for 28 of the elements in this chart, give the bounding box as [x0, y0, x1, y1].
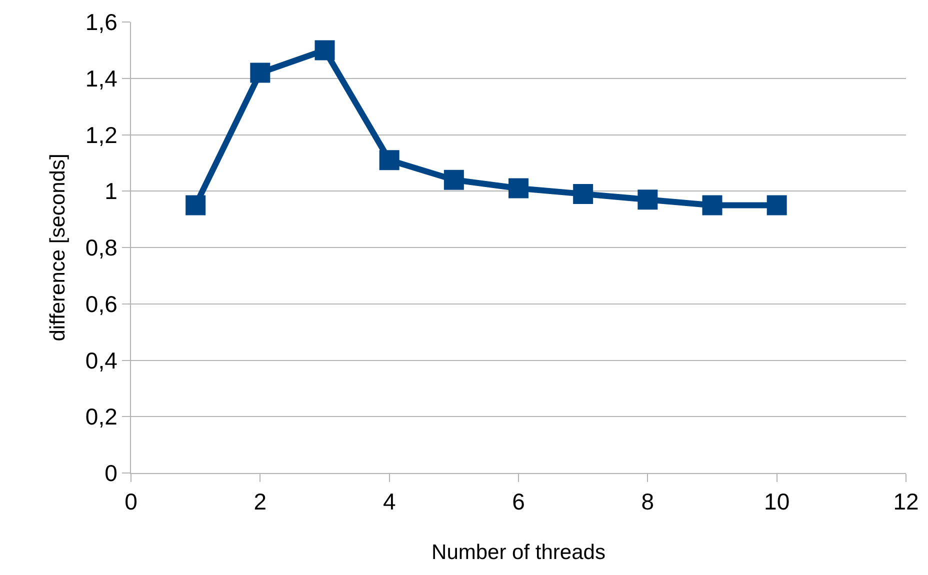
y-tick-label: 1,2 — [85, 122, 118, 148]
y-tick-label: 0 — [104, 460, 118, 486]
point — [638, 190, 658, 210]
x-axis-title: Number of threads — [432, 540, 606, 564]
point — [508, 178, 528, 198]
point — [573, 184, 594, 204]
y-tick-label: 1 — [104, 178, 118, 204]
point — [702, 195, 722, 216]
y-tick-label: 1,6 — [85, 9, 118, 36]
x-tick-label: 0 — [124, 488, 138, 515]
point — [186, 195, 206, 216]
y-tick-label: 1,4 — [85, 65, 118, 92]
y-tick-label: 0,6 — [85, 290, 118, 317]
point — [766, 195, 787, 216]
y-tick-label: 0,4 — [85, 347, 118, 374]
point — [379, 150, 400, 170]
point — [314, 40, 335, 60]
x-tick-label: 6 — [512, 488, 525, 515]
point — [250, 62, 270, 83]
x-tick-label: 8 — [641, 488, 654, 515]
x-tick-label: 2 — [254, 488, 267, 515]
x-tick-label: 12 — [893, 488, 919, 515]
y-tick-label: 0,8 — [85, 234, 118, 261]
x-tick-label: 10 — [764, 488, 790, 515]
y-axis-title: difference [seconds] — [46, 154, 70, 342]
point — [444, 170, 464, 190]
x-tick-label: 4 — [382, 488, 396, 515]
y-tick-label: 0,2 — [85, 404, 118, 430]
